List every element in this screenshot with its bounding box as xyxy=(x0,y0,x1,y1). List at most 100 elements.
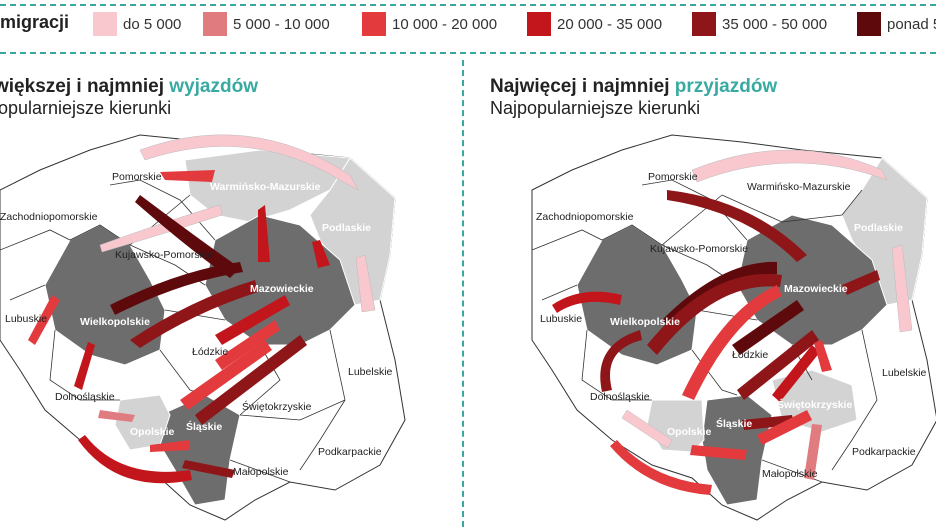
left-label-lodzkie: Łódzkie xyxy=(192,346,228,358)
arrow xyxy=(600,330,642,392)
top-divider xyxy=(0,4,936,6)
legend-label: 10 000 - 20 000 xyxy=(392,15,498,33)
left-label-mazowieckie: Mazowieckie xyxy=(250,283,314,295)
legend: migracji do 5 000 5 000 - 10 000 10 000 … xyxy=(0,0,936,52)
arrow xyxy=(737,330,819,400)
right-label-swietokrzyskie: Świętokrzyskie xyxy=(777,398,852,411)
left-label-lubuskie: Lubuskie xyxy=(5,313,47,325)
legend-item: 5 000 - 10 000 xyxy=(203,11,330,37)
left-label-warminsko: Warmińsko-Mazurskie xyxy=(210,181,321,193)
left-label-zachodniopomorskie: Zachodniopomorskie xyxy=(0,211,98,223)
right-label-slaskie: Śląskie xyxy=(716,417,752,430)
arrow xyxy=(130,280,258,348)
arrow xyxy=(160,170,215,182)
arrow xyxy=(691,149,888,183)
right-map: Pomorskie Warmińsko-Mazurskie Zachodniop… xyxy=(531,134,936,521)
arrow xyxy=(110,262,243,315)
legend-item: 10 000 - 20 000 xyxy=(362,11,497,37)
legend-item: do 5 000 xyxy=(93,11,181,37)
right-title-accent: przyjazdów xyxy=(674,76,778,97)
left-label-dolnoslaskie: Dolnośląskie xyxy=(55,391,115,403)
arrow xyxy=(690,445,747,460)
arrow xyxy=(647,273,782,355)
arrow xyxy=(139,134,359,191)
legend-label: 5 000 - 10 000 xyxy=(233,15,330,33)
right-label-pomorskie: Pomorskie xyxy=(648,171,698,183)
left-label-podlaskie: Podlaskie xyxy=(322,222,371,234)
arrow xyxy=(667,190,807,262)
right-arrows xyxy=(552,149,913,495)
right-label-podlaskie: Podlaskie xyxy=(854,222,903,234)
right-label-lubelskie: Lubelskie xyxy=(882,367,927,379)
arrow xyxy=(99,204,223,253)
right-label-mazowieckie: Mazowieckie xyxy=(784,283,848,295)
right-panel-title: Najwięcej i najmniej przyjazdów xyxy=(490,76,777,98)
right-label-zachodniopomorskie: Zachodniopomorskie xyxy=(536,211,634,223)
panel-divider xyxy=(462,60,464,527)
right-label-dolnoslaskie: Dolnośląskie xyxy=(590,391,650,403)
arrow xyxy=(804,424,822,480)
arrow xyxy=(772,345,820,402)
left-label-lubelskie: Lubelskie xyxy=(348,366,393,378)
arrow xyxy=(78,435,192,484)
arrow xyxy=(195,335,307,425)
arrow xyxy=(180,340,272,410)
right-title-text: Najwięcej i najmniej xyxy=(490,76,675,97)
legend-swatch xyxy=(692,12,716,36)
right-label-warminsko: Warmińsko-Mazurskie xyxy=(747,181,851,193)
arrow xyxy=(610,440,712,495)
left-label-wielkopolskie: Wielkopolskie xyxy=(80,316,150,328)
arrow xyxy=(28,295,60,345)
left-label-opolskie: Opolskie xyxy=(130,426,175,438)
legend-item: ponad 5 xyxy=(857,11,936,37)
legend-item: 20 000 - 35 000 xyxy=(527,11,662,37)
left-label-slaskie: Śląskie xyxy=(186,420,222,433)
arrow xyxy=(258,205,270,262)
right-label-kujawsko: Kujawsko-Pomorskie xyxy=(650,243,748,255)
arrow xyxy=(891,244,913,333)
arrow xyxy=(135,195,240,278)
arrow xyxy=(842,270,880,295)
left-label-kujawsko: Kujawsko-Pomorskie xyxy=(115,249,213,261)
legend-swatch xyxy=(527,12,551,36)
right-label-opolskie: Opolskie xyxy=(667,426,712,438)
arrow xyxy=(150,440,190,452)
right-label-podkarpackie: Podkarpackie xyxy=(852,446,916,458)
arrow xyxy=(757,410,812,445)
left-label-swietokrzyskie: Świętokrzyskie xyxy=(242,400,312,413)
legend-label: 35 000 - 50 000 xyxy=(722,15,828,33)
right-label-lubuskie: Lubuskie xyxy=(540,313,582,325)
legend-swatch xyxy=(362,12,386,36)
legend-item: 35 000 - 50 000 xyxy=(692,11,827,37)
arrow xyxy=(182,460,235,478)
right-label-wielkopolskie: Wielkopolskie xyxy=(610,316,680,328)
left-label-podkarpackie: Podkarpackie xyxy=(318,446,382,458)
arrow xyxy=(312,240,330,268)
left-title-accent: wyjazdów xyxy=(169,76,258,97)
arrow xyxy=(814,340,832,372)
legend-label: do 5 000 xyxy=(123,15,182,33)
legend-swatch xyxy=(93,12,117,36)
arrow xyxy=(552,291,622,313)
legend-swatch xyxy=(203,12,227,36)
arrow xyxy=(732,300,804,355)
left-title-text: większej i najmniej xyxy=(0,76,170,97)
arrow xyxy=(74,342,95,390)
left-panel-title: większej i najmniej wyjazdów xyxy=(0,76,258,98)
legend-swatch xyxy=(857,12,881,36)
left-label-pomorskie: Pomorskie xyxy=(112,171,162,183)
right-panel-subtitle: Najpopularniejsze kierunki xyxy=(490,98,701,118)
arrow xyxy=(215,295,290,345)
left-panel-subtitle: opularniejsze kierunki xyxy=(0,98,172,118)
left-label-malopolskie: Małopolskie xyxy=(233,466,289,478)
right-label-lodzkie: Łódzkie xyxy=(732,349,768,361)
right-label-malopolskie: Małopolskie xyxy=(762,468,818,480)
legend-title: migracji xyxy=(0,12,70,32)
arrow xyxy=(215,320,280,370)
right-borders xyxy=(531,179,878,483)
legend-divider xyxy=(0,52,936,54)
arrow xyxy=(621,409,673,449)
arrow xyxy=(355,254,376,313)
left-arrows xyxy=(28,134,376,484)
